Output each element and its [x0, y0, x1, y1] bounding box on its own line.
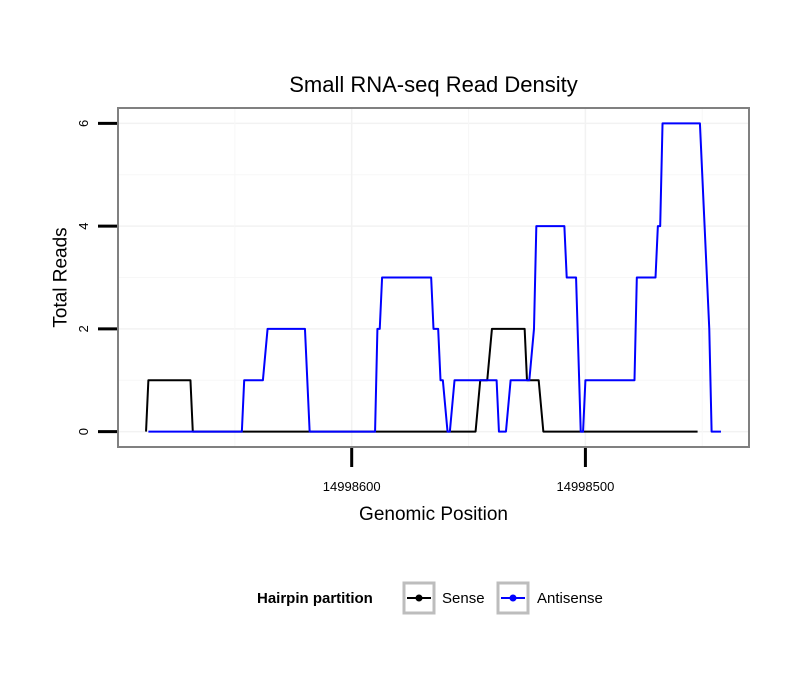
series-layer	[145, 122, 721, 433]
x-tick-label: 14998600	[323, 479, 381, 494]
x-tick-label: 14998500	[556, 479, 614, 494]
x-axis-title: Genomic Position	[359, 504, 508, 525]
x-axis-ticks: 14998600 14998500	[323, 448, 614, 494]
y-tick-label: 6	[76, 120, 91, 127]
y-tick-label: 0	[76, 428, 91, 435]
series-line-antisense	[148, 122, 721, 433]
legend-key-point	[415, 594, 423, 602]
y-axis-title: Total Reads	[51, 227, 72, 327]
y-tick-label: 2	[76, 325, 91, 332]
legend: Hairpin partition Sense Antisense	[257, 581, 603, 615]
y-axis-ticks: 0 2 4 6	[76, 120, 117, 435]
legend-key-point	[509, 594, 517, 602]
legend-label-antisense: Antisense	[537, 590, 603, 607]
chart-title: Small RNA-seq Read Density	[289, 72, 578, 97]
legend-title: Hairpin partition	[257, 590, 373, 607]
legend-label-sense: Sense	[442, 590, 485, 607]
y-tick-label: 4	[76, 223, 91, 230]
